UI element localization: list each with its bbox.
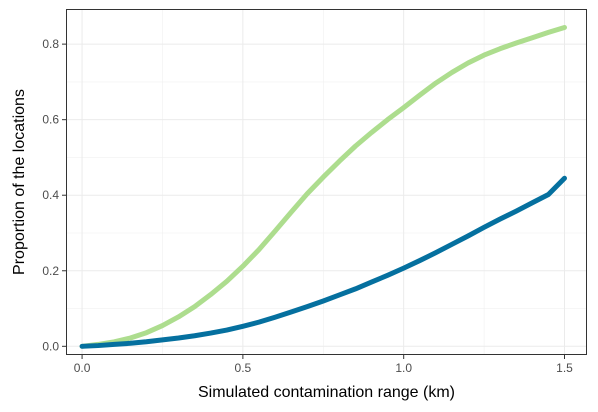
y-tick-label: 0.0 — [42, 339, 59, 353]
y-tick-label: 0.4 — [42, 188, 59, 202]
y-tick-label: 0.6 — [42, 113, 59, 127]
major-gridlines — [66, 9, 587, 355]
x-tick-label: 1.5 — [556, 361, 573, 375]
x-axis: 0.0 0.5 1.0 1.5 — [74, 355, 573, 375]
y-tick-label: 0.2 — [42, 264, 59, 278]
x-tick-label: 0.5 — [235, 361, 252, 375]
series-layer — [79, 25, 567, 349]
series-line-1 — [79, 25, 567, 349]
panel-border — [66, 9, 587, 355]
y-tick-label: 0.8 — [42, 37, 59, 51]
minor-gridlines — [66, 9, 587, 355]
panel-background — [66, 9, 587, 355]
series-line-2 — [79, 175, 567, 349]
x-axis-title: Simulated contamination range (km) — [198, 384, 455, 401]
x-tick-label: 0.0 — [74, 361, 91, 375]
y-axis-title: Proportion of the locations — [11, 89, 28, 275]
plot-panel — [66, 9, 587, 355]
x-tick-label: 1.0 — [395, 361, 412, 375]
y-axis: 0.0 0.2 0.4 0.6 0.8 — [42, 37, 66, 353]
